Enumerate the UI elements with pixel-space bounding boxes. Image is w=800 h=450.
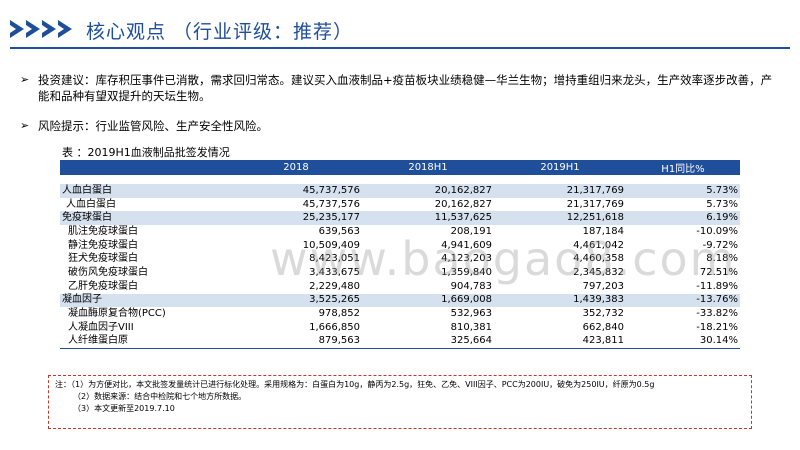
table-row: 凝血酶原复合物(PCC) 978,852 532,963 352,732 -33.82% bbox=[60, 307, 740, 321]
table-row: 人血白蛋白 45,737,576 20,162,827 21,317,769 5.73% bbox=[60, 184, 740, 198]
value-2018h1: 325,664 bbox=[362, 334, 494, 349]
chevrons-icon bbox=[10, 20, 72, 38]
value-2018: 978,852 bbox=[318, 308, 360, 320]
watermark: www.baogao8.com bbox=[270, 232, 737, 286]
note-line: 注：（1）为方便对比，本文批签发量统计已进行标化处理。采用规格为：白蛋白为10g… bbox=[55, 380, 655, 389]
value-yoy: -33.82% bbox=[696, 308, 738, 320]
value-2018: 45,737,576 bbox=[302, 198, 360, 210]
value-2019h1: 662,840 bbox=[582, 321, 624, 333]
table-title: 表 ：2019H1血液制品批签发情况 bbox=[62, 146, 230, 159]
value-2018: 45,737,576 bbox=[230, 184, 362, 198]
table-row: 肌注免疫球蛋白 639,563 208,191 187,184 -10.09% bbox=[60, 225, 740, 239]
value-2018h1: 20,162,827 bbox=[362, 184, 494, 198]
value-2019h1: 352,732 bbox=[582, 308, 624, 320]
value-2018h1: 4,941,609 bbox=[441, 239, 492, 251]
table-header-row: 2018 2018H1 2019H1 H1同比% bbox=[60, 160, 740, 175]
batch-release-table: 2018 2018H1 2019H1 H1同比% 人血白蛋白 45,737,576… bbox=[60, 160, 740, 349]
table-row: 乙肝免疫球蛋白 2,229,480 904,783 797,203 -11.89% bbox=[60, 280, 740, 294]
value-2018h1: 904,783 bbox=[450, 280, 492, 292]
value-2018: 1,666,850 bbox=[309, 321, 360, 333]
value-2018: 10,509,409 bbox=[302, 239, 360, 251]
title-divider bbox=[10, 47, 790, 49]
value-2019h1: 2,345,832 bbox=[573, 266, 624, 278]
value-2018: 3,433,675 bbox=[309, 266, 360, 278]
value-yoy: -18.21% bbox=[696, 321, 738, 333]
notes-box: 注：（1）为方便对比，本文批签发量统计已进行标化处理。采用规格为：白蛋白为10g… bbox=[48, 375, 752, 429]
header-cell: 2019H1 bbox=[494, 160, 626, 175]
table-row: 凝血因子 3,525,265 1,669,008 1,439,383 -13.76% bbox=[60, 293, 740, 308]
value-2019h1: 797,203 bbox=[582, 280, 624, 292]
row-label: 人凝血因子VIII bbox=[68, 321, 134, 333]
row-label: 静注免疫球蛋白 bbox=[68, 239, 138, 251]
row-label: 狂犬免疫球蛋白 bbox=[68, 253, 138, 265]
table-row: 人纤维蛋白原 879,563 325,664 423,811 30.14% bbox=[60, 334, 740, 349]
value-2019h1: 12,251,618 bbox=[494, 211, 626, 226]
value-2019h1: 4,461,042 bbox=[573, 239, 624, 251]
value-yoy: -10.09% bbox=[696, 225, 738, 237]
header-cell: 2018 bbox=[230, 160, 362, 175]
note-line: （3）本文更新至2019.7.10 bbox=[73, 404, 175, 413]
value-2019h1: 4,460,358 bbox=[573, 253, 624, 265]
value-2019h1: 1,439,383 bbox=[494, 293, 626, 308]
table-row: 静注免疫球蛋白 10,509,409 4,941,609 4,461,042 -9.72… bbox=[60, 239, 740, 253]
value-2019h1: 187,184 bbox=[582, 225, 624, 237]
value-yoy: 8.18% bbox=[706, 253, 738, 265]
header-cell bbox=[60, 160, 230, 175]
value-yoy: 72.51% bbox=[699, 266, 738, 278]
value-yoy: 30.14% bbox=[626, 334, 740, 349]
value-2018: 25,235,177 bbox=[230, 211, 362, 226]
row-label: 人纤维蛋白原 bbox=[60, 334, 230, 349]
value-2018h1: 11,537,625 bbox=[362, 211, 494, 226]
table-row: 人血白蛋白 45,737,576 20,162,827 21,317,769 5.73% bbox=[60, 198, 740, 212]
row-label: 乙肝免疫球蛋白 bbox=[68, 280, 138, 292]
value-2018h1: 1,669,008 bbox=[362, 293, 494, 308]
value-2018h1: 532,963 bbox=[450, 308, 492, 320]
value-2018h1: 20,162,827 bbox=[434, 198, 492, 210]
value-2019h1: 21,317,769 bbox=[566, 198, 624, 210]
value-2018h1: 810,381 bbox=[450, 321, 492, 333]
value-2019h1: 21,317,769 bbox=[494, 184, 626, 198]
value-yoy: 5.73% bbox=[626, 184, 740, 198]
row-label: 人血白蛋白 bbox=[66, 198, 116, 210]
value-2018: 8,423,051 bbox=[309, 253, 360, 265]
table-row: 免疫球蛋白 25,235,177 11,537,625 12,251,618 6.19% bbox=[60, 211, 740, 226]
value-yoy: -11.89% bbox=[696, 280, 738, 292]
row-label: 人血白蛋白 bbox=[60, 184, 230, 198]
table-row: 狂犬免疫球蛋白 8,423,051 4,123,203 4,460,358 8.18% bbox=[60, 252, 740, 266]
header-cell: 2018H1 bbox=[362, 160, 494, 175]
value-2018h1: 1,359,840 bbox=[441, 266, 492, 278]
header-cell: H1同比% bbox=[626, 160, 740, 175]
bullet-investment: ➢ 投资建议：库存积压事件已消散，需求回归常态。建议买入血液制品+疫苗板块业绩稳… bbox=[20, 72, 778, 104]
bullet-text: 投资建议：库存积压事件已消散，需求回归常态。建议买入血液制品+疫苗板块业绩稳健—… bbox=[38, 73, 773, 103]
row-label: 肌注免疫球蛋白 bbox=[68, 225, 138, 237]
arrow-bullet-icon: ➢ bbox=[20, 119, 30, 132]
row-label: 免疫球蛋白 bbox=[60, 211, 230, 226]
value-2018: 2,229,480 bbox=[309, 280, 360, 292]
value-yoy: -9.72% bbox=[702, 239, 738, 251]
value-2018h1: 4,123,203 bbox=[441, 253, 492, 265]
value-yoy: 6.19% bbox=[626, 211, 740, 226]
value-yoy: -13.76% bbox=[626, 293, 740, 308]
slide-title: 核心观点 （行业评级：推荐） bbox=[86, 21, 354, 43]
row-label: 破伤风免疫球蛋白 bbox=[68, 266, 148, 278]
value-2018: 3,525,265 bbox=[230, 293, 362, 308]
slide-header: 核心观点 （行业评级：推荐） bbox=[0, 0, 800, 58]
table-row: 人凝血因子VIII 1,666,850 810,381 662,840 -18.21% bbox=[60, 321, 740, 335]
table-row: 破伤风免疫球蛋白 3,433,675 1,359,840 2,345,832 72.51… bbox=[60, 266, 740, 280]
bullet-text: 风险提示：行业监管风险、生产安全性风险。 bbox=[38, 119, 268, 133]
value-2018: 879,563 bbox=[230, 334, 362, 349]
value-2019h1: 423,811 bbox=[494, 334, 626, 349]
value-2018: 639,563 bbox=[318, 225, 360, 237]
row-label: 凝血因子 bbox=[60, 293, 230, 308]
value-yoy: 5.73% bbox=[706, 198, 738, 210]
bullet-risk: ➢ 风险提示：行业监管风险、生产安全性风险。 bbox=[20, 118, 778, 134]
arrow-bullet-icon: ➢ bbox=[20, 73, 30, 86]
value-2018h1: 208,191 bbox=[450, 225, 492, 237]
row-label: 凝血酶原复合物(PCC) bbox=[68, 308, 166, 320]
note-line: （2）数据来源：结合中检院和七个地方所数据。 bbox=[73, 392, 247, 401]
